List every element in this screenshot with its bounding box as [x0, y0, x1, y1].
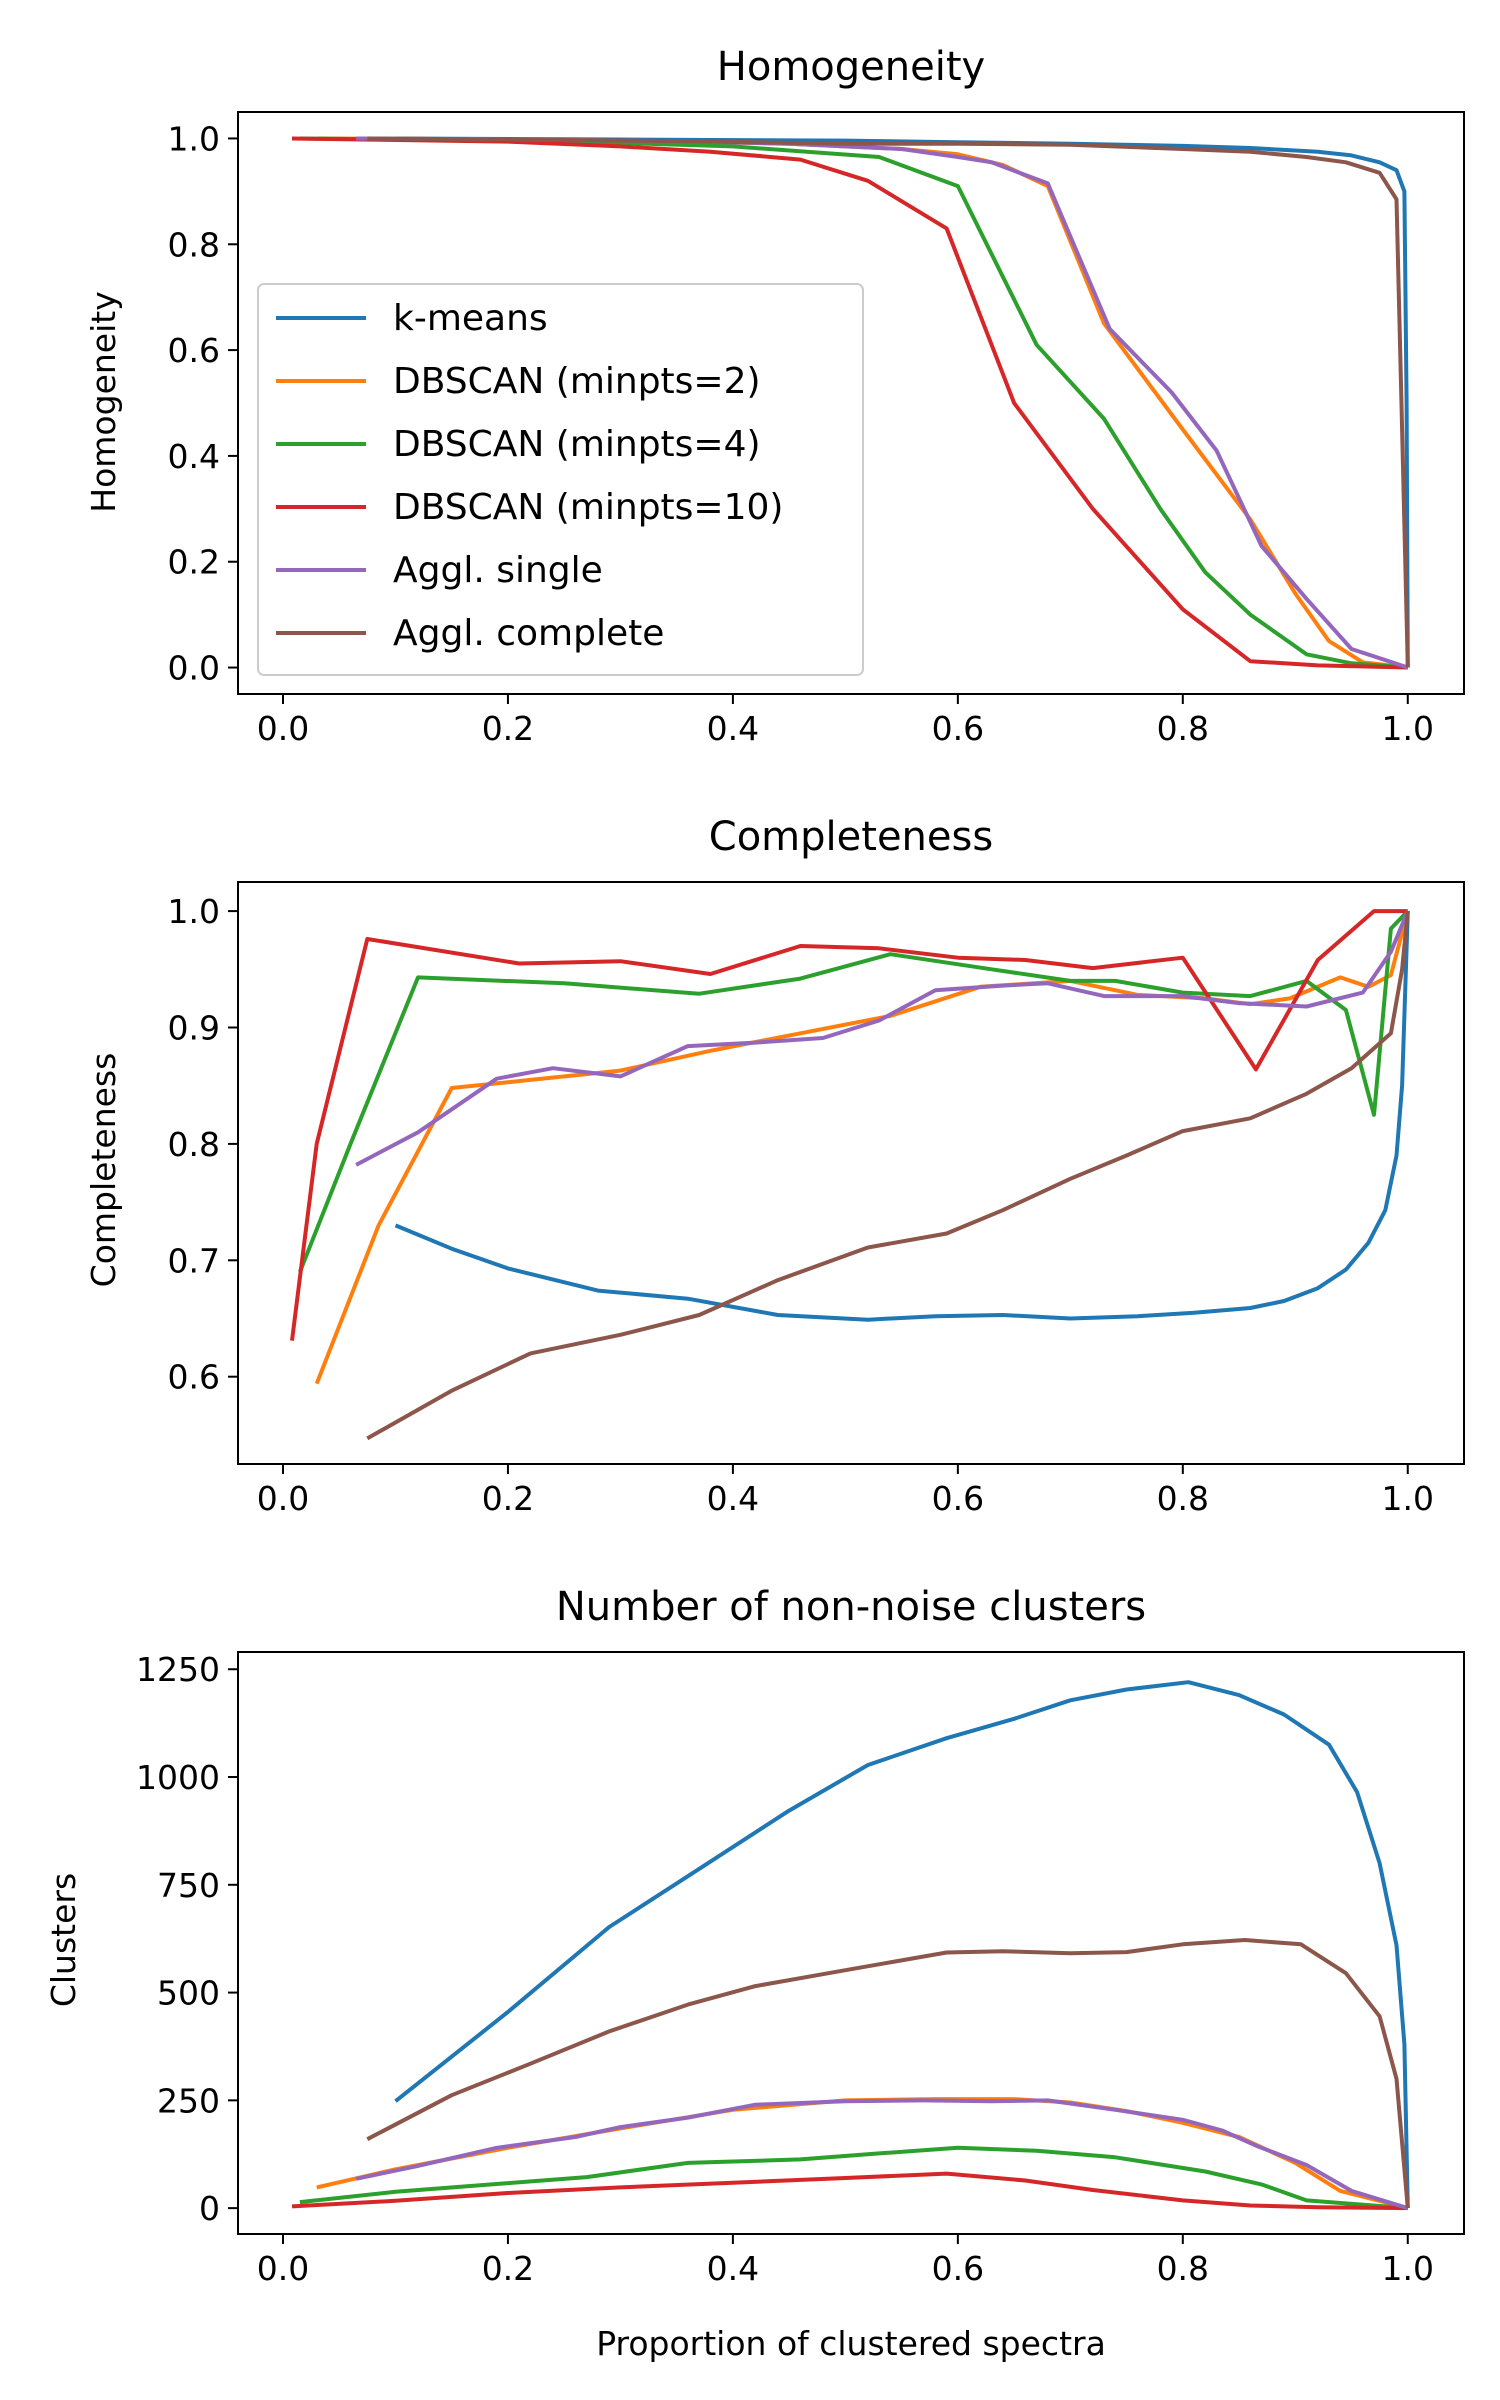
x-tick-label: 0.2 [482, 2249, 534, 2288]
y-tick-label: 0.4 [168, 437, 220, 476]
chart-title: Number of non-noise clusters [556, 1584, 1146, 1630]
x-tick-label: 1.0 [1382, 709, 1434, 748]
y-tick-label: 0 [199, 2189, 220, 2228]
x-tick-label: 0.4 [707, 1479, 759, 1518]
x-tick-label: 0.4 [707, 2249, 759, 2288]
series-line-dbscan-minpts-10 [291, 136, 1408, 670]
plot-area: 0.0 0.2 0.4 0.6 0.8 1.0 0 250 500 750 1000 1250 [136, 1650, 1434, 2288]
x-tick-label: 0.2 [482, 1479, 534, 1518]
axes-frame [237, 111, 1465, 695]
legend-item-kmeans: k-means [276, 298, 548, 339]
series-line-k-means [395, 136, 1410, 668]
legend-item-dbscan-minpts10: DBSCAN (minpts=10) [276, 487, 783, 528]
chart-title: Homogeneity [717, 44, 985, 90]
chart-title: Completeness [709, 814, 993, 860]
y-tick-label: 0.7 [168, 1241, 220, 1280]
x-tick-label: 0.2 [482, 709, 534, 748]
legend-label: DBSCAN (minpts=2) [393, 361, 761, 402]
x-tick-label: 0.8 [1157, 2249, 1209, 2288]
legend-label: DBSCAN (minpts=10) [393, 487, 783, 528]
series-line-k-means [394, 1680, 1410, 2209]
x-tick-label: 0.4 [707, 709, 759, 748]
legend-label: Aggl. single [393, 550, 603, 591]
plot-area: 0.0 0.2 0.4 0.6 0.8 1.0 0.0 0.2 0.4 0.6 0.8 1.0 [168, 119, 1434, 748]
x-tick-label: 0.8 [1157, 709, 1209, 748]
x-tick-label: 0.6 [932, 2249, 984, 2288]
series-line-aggl-complete [366, 910, 1410, 1441]
axes-frame [237, 881, 1465, 1465]
x-tick-label: 0.0 [257, 2249, 309, 2288]
series-line-aggl-complete [366, 1938, 1410, 2209]
x-tick-label: 1.0 [1382, 1479, 1434, 1518]
legend: k-means DBSCAN (minpts=2) DBSCAN (minpts… [257, 283, 864, 676]
plot-area: 0.0 0.2 0.4 0.6 0.8 1.0 0.6 0.7 0.8 0.9 1.0 [168, 892, 1434, 1518]
series-line-aggl-single [355, 2098, 1409, 2211]
legend-label: Aggl. complete [393, 613, 664, 654]
x-tick-label: 0.0 [257, 709, 309, 748]
x-tick-label: 0.6 [932, 1479, 984, 1518]
series-line-dbscan-minpts-4 [299, 2145, 1408, 2211]
y-tick-label: 750 [157, 1866, 220, 1905]
panel-completeness: Completeness Completeness 0.0 0.2 0.4 0.6 0.… [84, 814, 1465, 1518]
series-line-dbscan-minpts-10 [290, 909, 1408, 1341]
y-tick-label: 250 [157, 2081, 220, 2120]
series-line-aggl-complete [367, 136, 1410, 668]
x-axis-label: Proportion of clustered spectra [596, 2324, 1106, 2363]
series-line-aggl-single [355, 910, 1410, 1167]
y-tick-label: 1250 [136, 1650, 220, 1689]
series-line-dbscan-minpts-10 [291, 2171, 1408, 2211]
legend-item-dbscan-minpts2: DBSCAN (minpts=2) [276, 361, 761, 402]
legend-item-aggl-single: Aggl. single [276, 550, 603, 591]
y-tick-label: 0.8 [168, 225, 220, 264]
y-tick-label: 0.0 [168, 649, 220, 688]
y-tick-label: 1.0 [168, 892, 220, 931]
legend-item-dbscan-minpts4: DBSCAN (minpts=4) [276, 424, 761, 465]
axes-frame [237, 1651, 1465, 2235]
series-line-k-means [394, 911, 1410, 1322]
x-tick-label: 0.0 [257, 1479, 309, 1518]
x-tick-label: 0.6 [932, 709, 984, 748]
series-line-dbscan-minpts-4 [298, 909, 1410, 1273]
panel-clusters: Number of non-noise clusters Clusters 0.… [44, 1584, 1465, 2363]
series-line-dbscan-minpts-2 [314, 910, 1410, 1385]
y-tick-label: 0.8 [168, 1125, 220, 1164]
legend-label: DBSCAN (minpts=4) [393, 424, 761, 465]
x-tick-label: 0.8 [1157, 1479, 1209, 1518]
y-tick-label: 1000 [136, 1758, 220, 1797]
legend-label: k-means [393, 298, 548, 339]
y-tick-label: 0.9 [168, 1009, 220, 1048]
y-tick-label: 0.2 [168, 543, 220, 582]
y-axis-label: Completeness [84, 1053, 123, 1288]
y-tick-label: 0.6 [168, 1358, 220, 1397]
legend-item-aggl-complete: Aggl. complete [276, 613, 664, 654]
y-tick-label: 1.0 [168, 119, 220, 158]
y-axis-label: Homogeneity [84, 291, 123, 512]
panel-homogeneity: Homogeneity Homogeneity 0.0 0.2 0.4 0.6 0.8 1… [84, 44, 1465, 748]
x-tick-label: 1.0 [1382, 2249, 1434, 2288]
y-tick-label: 0.6 [168, 331, 220, 370]
legend-box [257, 283, 864, 676]
y-tick-label: 500 [157, 1974, 220, 2013]
y-axis-label: Clusters [44, 1873, 83, 2007]
